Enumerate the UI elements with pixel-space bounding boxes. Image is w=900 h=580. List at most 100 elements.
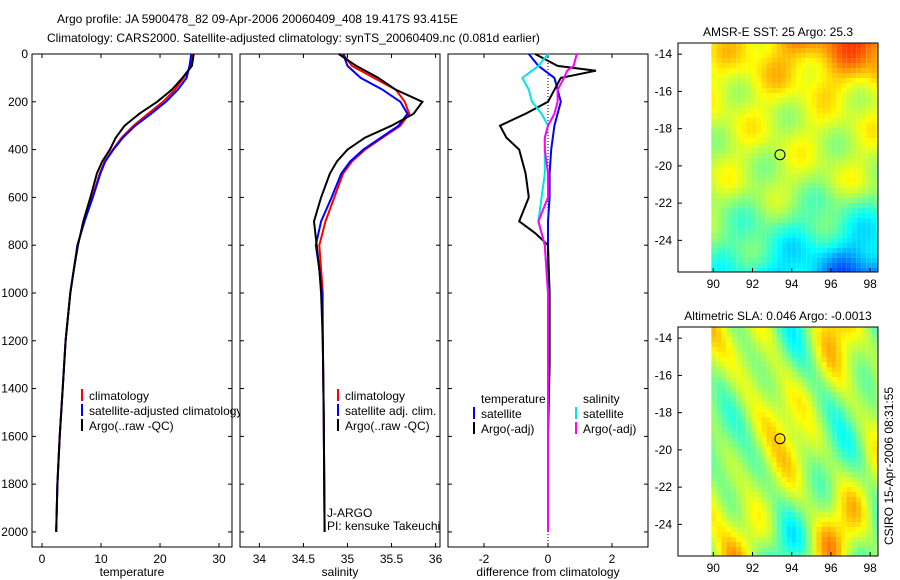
map-cell	[731, 422, 737, 427]
map-cell	[816, 332, 822, 337]
map-cell	[756, 158, 762, 163]
map-cell	[721, 53, 727, 58]
map-cell	[771, 133, 777, 138]
map-cell	[841, 268, 847, 272]
map-cell	[866, 342, 872, 347]
map-cell	[776, 193, 782, 198]
map-cell	[811, 113, 817, 118]
map-cell	[801, 183, 807, 188]
map-cell	[876, 472, 878, 477]
map-cell	[811, 372, 817, 377]
map-cell	[796, 53, 802, 58]
map-cell	[761, 168, 767, 173]
map-cell	[716, 532, 722, 537]
map-cell	[716, 153, 722, 158]
map-cell	[866, 213, 872, 218]
map-cell	[731, 362, 737, 367]
map-cell	[866, 218, 872, 223]
map-cell	[861, 123, 867, 128]
map-cell	[786, 357, 792, 362]
map-cell	[781, 133, 787, 138]
map-cell	[796, 477, 802, 482]
map-cell	[801, 407, 807, 412]
map-cell	[791, 332, 797, 337]
map-cell	[836, 48, 842, 53]
map-cell	[791, 387, 797, 392]
map-cell	[826, 208, 832, 213]
map-cell	[811, 512, 817, 517]
map-cell	[796, 372, 802, 377]
map-cell	[751, 402, 757, 407]
map-cell	[761, 188, 767, 193]
map-cell	[836, 387, 842, 392]
map-cell	[761, 228, 767, 233]
map-cell	[726, 233, 732, 238]
map-cell	[846, 462, 852, 467]
map-cell	[861, 512, 867, 517]
map-cell	[841, 527, 847, 532]
map-cell	[786, 163, 792, 168]
map-cell	[816, 133, 822, 138]
map-cell	[796, 542, 802, 547]
map-cell	[736, 487, 742, 492]
map-cell	[826, 58, 832, 63]
map-cell	[721, 337, 727, 342]
map-cell	[751, 63, 757, 68]
map-cell	[851, 467, 857, 472]
map-cell	[771, 512, 777, 517]
map-cell	[781, 327, 787, 332]
map-cell	[846, 223, 852, 228]
map-cell	[716, 158, 722, 163]
map-cell	[871, 63, 877, 68]
map-cell	[726, 327, 732, 332]
map-cell	[861, 178, 867, 183]
map-cell	[846, 163, 852, 168]
map-cell	[791, 552, 797, 556]
map-cell	[736, 377, 742, 382]
map-cell	[811, 347, 817, 352]
map-cell	[816, 83, 822, 88]
map-cell	[866, 527, 872, 532]
map-cell	[766, 53, 772, 58]
map-cell	[721, 422, 727, 427]
map-cell	[831, 118, 837, 123]
map-cell	[816, 123, 822, 128]
map-cell	[786, 228, 792, 233]
map-cell	[801, 482, 807, 487]
map-cell	[736, 327, 742, 332]
map-cell	[791, 238, 797, 243]
map-cell	[821, 268, 827, 272]
map-cell	[761, 123, 767, 128]
map-cell	[766, 118, 772, 123]
map-cell	[751, 108, 757, 113]
map-cell	[731, 153, 737, 158]
map-cell	[741, 477, 747, 482]
map-cell	[756, 492, 762, 497]
map-cell	[761, 522, 767, 527]
map-cell	[871, 472, 877, 477]
map-cell	[721, 487, 727, 492]
map-cell	[766, 128, 772, 133]
map-cell	[846, 442, 852, 447]
map-cell	[731, 183, 737, 188]
map-cell	[861, 233, 867, 238]
map-cell	[726, 482, 732, 487]
map-cell	[851, 183, 857, 188]
map-cell	[741, 332, 747, 337]
map-cell	[831, 53, 837, 58]
map-cell	[761, 337, 767, 342]
map-cell	[821, 377, 827, 382]
map-cell	[751, 223, 757, 228]
map-cell	[871, 327, 877, 332]
map-cell	[746, 88, 752, 93]
map-cell	[721, 108, 727, 113]
y-tick-label: 600	[8, 190, 28, 204]
map-cell	[846, 392, 852, 397]
map-cell	[761, 422, 767, 427]
map-cell	[766, 63, 772, 68]
map-cell	[766, 357, 772, 362]
map-cell	[771, 163, 777, 168]
map-cell	[726, 188, 732, 193]
map-cell	[761, 173, 767, 178]
map-cell	[726, 53, 732, 58]
